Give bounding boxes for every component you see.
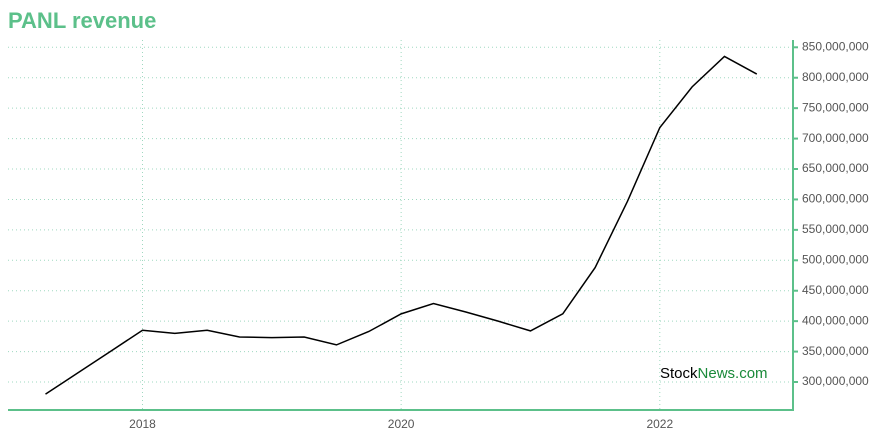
y-tick-label: 600,000,000 bbox=[802, 192, 869, 206]
y-tick-label: 550,000,000 bbox=[802, 222, 869, 236]
plot bbox=[45, 55, 758, 395]
y-tick-label: 300,000,000 bbox=[802, 374, 869, 388]
y-tick-label: 700,000,000 bbox=[802, 131, 869, 145]
chart-title: PANL revenue bbox=[8, 8, 156, 33]
grid: 300,000,000 350,000,000 400,000,000 450,000… bbox=[8, 39, 869, 431]
y-tick-label: 450,000,000 bbox=[802, 283, 869, 297]
y-tick-label: 400,000,000 bbox=[802, 313, 869, 327]
y-tick-label: 850,000,000 bbox=[802, 39, 869, 53]
x-tick-label: 2018 bbox=[129, 417, 156, 431]
watermark-part: Stock bbox=[660, 365, 698, 382]
y-tick-label: 800,000,000 bbox=[802, 70, 869, 84]
line bbox=[45, 55, 758, 395]
watermark: StockNews.com bbox=[660, 365, 768, 382]
y-tick-label: 350,000,000 bbox=[802, 344, 869, 358]
x-tick-label: 2020 bbox=[388, 417, 415, 431]
y-tick-label: 650,000,000 bbox=[802, 161, 869, 175]
y-tick-label: 500,000,000 bbox=[802, 252, 869, 266]
y-tick-label: 750,000,000 bbox=[802, 100, 869, 114]
x-tick-label: 2022 bbox=[646, 417, 673, 431]
watermark-part: News.com bbox=[698, 365, 768, 382]
